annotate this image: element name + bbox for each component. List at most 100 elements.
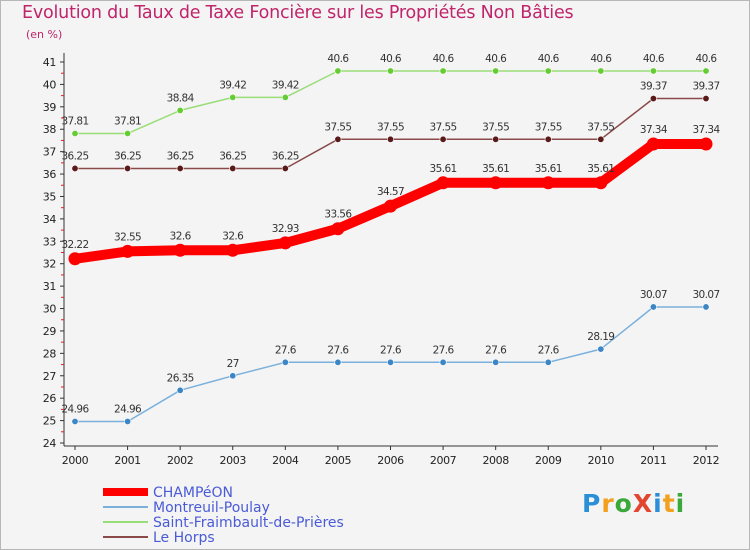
chart-title: Evolution du Taux de Taxe Foncière sur l… bbox=[22, 3, 574, 23]
data-label-montreuil-poulay: 26.35 bbox=[167, 372, 194, 384]
data-point-champ-on bbox=[226, 243, 240, 257]
y-tick-label: 24 bbox=[43, 437, 57, 450]
data-label-le-horps: 39.37 bbox=[640, 81, 667, 93]
data-point-saint-fraimbault-de-pri-res bbox=[281, 93, 289, 101]
data-label-saint-fraimbault-de-pri-res: 40.6 bbox=[643, 53, 665, 65]
data-label-montreuil-poulay: 27 bbox=[227, 358, 239, 370]
data-label-champ-on: 32.55 bbox=[114, 231, 141, 243]
data-point-montreuil-poulay bbox=[334, 358, 342, 366]
data-label-champ-on: 34.57 bbox=[377, 186, 404, 198]
data-label-montreuil-poulay: 27.6 bbox=[275, 344, 297, 356]
data-point-champ-on bbox=[173, 243, 187, 257]
x-tick-label: 2002 bbox=[167, 454, 193, 467]
data-point-saint-fraimbault-de-pri-res bbox=[229, 93, 237, 101]
x-tick-label: 2003 bbox=[220, 454, 247, 467]
logo-letter: P bbox=[582, 489, 602, 518]
data-point-montreuil-poulay bbox=[702, 303, 710, 311]
y-tick-label: 25 bbox=[43, 415, 57, 428]
data-point-champ-on bbox=[699, 137, 713, 151]
data-label-le-horps: 36.25 bbox=[61, 150, 88, 162]
data-label-champ-on: 35.61 bbox=[430, 163, 457, 175]
proxiti-logo: ProXiti bbox=[582, 489, 685, 518]
data-label-saint-fraimbault-de-pri-res: 40.6 bbox=[696, 53, 718, 65]
data-label-saint-fraimbault-de-pri-res: 40.6 bbox=[327, 53, 349, 65]
y-tick-label: 33 bbox=[43, 235, 57, 248]
data-point-montreuil-poulay bbox=[124, 417, 132, 425]
data-point-saint-fraimbault-de-pri-res bbox=[334, 67, 342, 75]
legend: CHAMPéONMontreuil-PoulaySaint-Fraimbault… bbox=[103, 485, 344, 546]
x-tick-label: 2010 bbox=[588, 454, 615, 467]
data-label-saint-fraimbault-de-pri-res: 37.81 bbox=[114, 115, 141, 127]
y-tick-label: 26 bbox=[43, 392, 57, 405]
x-tick-label: 2001 bbox=[114, 454, 140, 467]
data-label-montreuil-poulay: 30.07 bbox=[692, 289, 719, 301]
y-tick-label: 27 bbox=[43, 370, 57, 383]
data-point-le-horps bbox=[439, 135, 447, 143]
data-point-le-horps bbox=[649, 95, 657, 103]
data-label-champ-on: 32.6 bbox=[170, 230, 192, 242]
data-label-le-horps: 36.25 bbox=[219, 150, 246, 162]
data-point-saint-fraimbault-de-pri-res bbox=[702, 67, 710, 75]
data-label-le-horps: 37.55 bbox=[535, 121, 562, 133]
logo-letter: r bbox=[601, 489, 615, 518]
data-point-saint-fraimbault-de-pri-res bbox=[71, 129, 79, 137]
data-label-saint-fraimbault-de-pri-res: 40.6 bbox=[538, 53, 560, 65]
data-point-champ-on bbox=[489, 176, 503, 190]
data-point-montreuil-poulay bbox=[71, 417, 79, 425]
data-point-montreuil-poulay bbox=[176, 386, 184, 394]
y-tick-label: 32 bbox=[43, 258, 56, 271]
data-label-montreuil-poulay: 27.6 bbox=[327, 344, 349, 356]
x-tick-label: 2011 bbox=[640, 454, 666, 467]
legend-label-saint-fraimbault-de-pri-res: Saint-Fraimbault-de-Prières bbox=[153, 515, 344, 531]
data-label-champ-on: 32.6 bbox=[222, 230, 244, 242]
data-label-le-horps: 37.55 bbox=[324, 121, 351, 133]
data-point-champ-on bbox=[384, 199, 397, 213]
data-point-champ-on bbox=[278, 236, 292, 250]
x-tick-label: 2012 bbox=[693, 454, 719, 467]
data-label-montreuil-poulay: 24.96 bbox=[114, 403, 142, 415]
data-point-montreuil-poulay bbox=[492, 358, 500, 366]
x-tick-label: 2004 bbox=[272, 454, 299, 467]
data-point-champ-on bbox=[541, 176, 555, 190]
x-tick-label: 2005 bbox=[325, 454, 352, 467]
data-point-saint-fraimbault-de-pri-res bbox=[544, 67, 552, 75]
data-point-saint-fraimbault-de-pri-res bbox=[176, 106, 184, 114]
data-point-montreuil-poulay bbox=[386, 358, 394, 366]
data-point-champ-on bbox=[594, 176, 608, 190]
data-label-saint-fraimbault-de-pri-res: 39.42 bbox=[272, 79, 299, 91]
data-labels: 32.22 32.55 32.6 32.6 32.93 33.56 34.57 35.61 35… bbox=[61, 53, 721, 416]
data-point-montreuil-poulay bbox=[597, 345, 605, 353]
data-point-montreuil-poulay bbox=[439, 358, 447, 366]
x-tick-label: 2007 bbox=[430, 454, 457, 467]
data-point-champ-on bbox=[331, 222, 345, 236]
data-point-saint-fraimbault-de-pri-res bbox=[386, 67, 394, 75]
data-label-le-horps: 37.55 bbox=[430, 121, 457, 133]
data-point-champ-on bbox=[646, 137, 660, 151]
data-label-montreuil-poulay: 30.07 bbox=[640, 289, 667, 301]
data-label-champ-on: 35.61 bbox=[535, 163, 562, 175]
data-label-le-horps: 36.25 bbox=[272, 150, 299, 162]
y-tick-label: 31 bbox=[43, 280, 56, 293]
unit-label: (en %) bbox=[26, 28, 63, 41]
data-label-le-horps: 37.55 bbox=[377, 121, 404, 133]
x-tick-label: 2008 bbox=[482, 454, 509, 467]
data-label-le-horps: 36.25 bbox=[114, 150, 141, 162]
data-point-montreuil-poulay bbox=[281, 358, 289, 366]
data-label-champ-on: 37.34 bbox=[692, 124, 720, 136]
data-label-le-horps: 36.25 bbox=[167, 150, 194, 162]
data-label-saint-fraimbault-de-pri-res: 40.6 bbox=[590, 53, 612, 65]
legend-label-champ-on: CHAMPéON bbox=[153, 485, 233, 501]
y-tick-label: 35 bbox=[43, 190, 57, 203]
y-tick-label: 39 bbox=[43, 101, 57, 114]
logo-letter: i bbox=[675, 489, 686, 518]
x-tick-label: 2006 bbox=[377, 454, 404, 467]
data-label-champ-on: 32.22 bbox=[61, 239, 88, 251]
data-point-le-horps bbox=[124, 164, 132, 172]
data-label-le-horps: 37.55 bbox=[482, 121, 509, 133]
data-label-champ-on: 33.56 bbox=[324, 209, 352, 221]
data-label-saint-fraimbault-de-pri-res: 39.42 bbox=[219, 79, 246, 91]
data-point-champ-on bbox=[68, 252, 82, 266]
data-point-saint-fraimbault-de-pri-res bbox=[597, 67, 605, 75]
